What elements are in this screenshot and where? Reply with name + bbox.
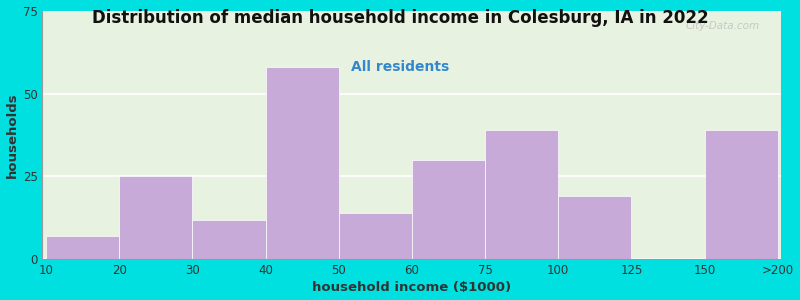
Bar	[119, 176, 193, 260]
Bar	[46, 236, 119, 260]
Bar	[485, 130, 558, 260]
X-axis label: household income ($1000): household income ($1000)	[312, 281, 511, 294]
Bar	[705, 130, 778, 260]
Bar	[266, 67, 338, 260]
Bar	[558, 196, 631, 260]
Bar	[193, 220, 266, 260]
Text: All residents: All residents	[351, 60, 449, 74]
Y-axis label: households: households	[6, 92, 18, 178]
Bar	[412, 160, 485, 260]
Bar	[338, 213, 412, 260]
Text: Distribution of median household income in Colesburg, IA in 2022: Distribution of median household income …	[92, 9, 708, 27]
Text: City-Data.com: City-Data.com	[685, 20, 759, 31]
